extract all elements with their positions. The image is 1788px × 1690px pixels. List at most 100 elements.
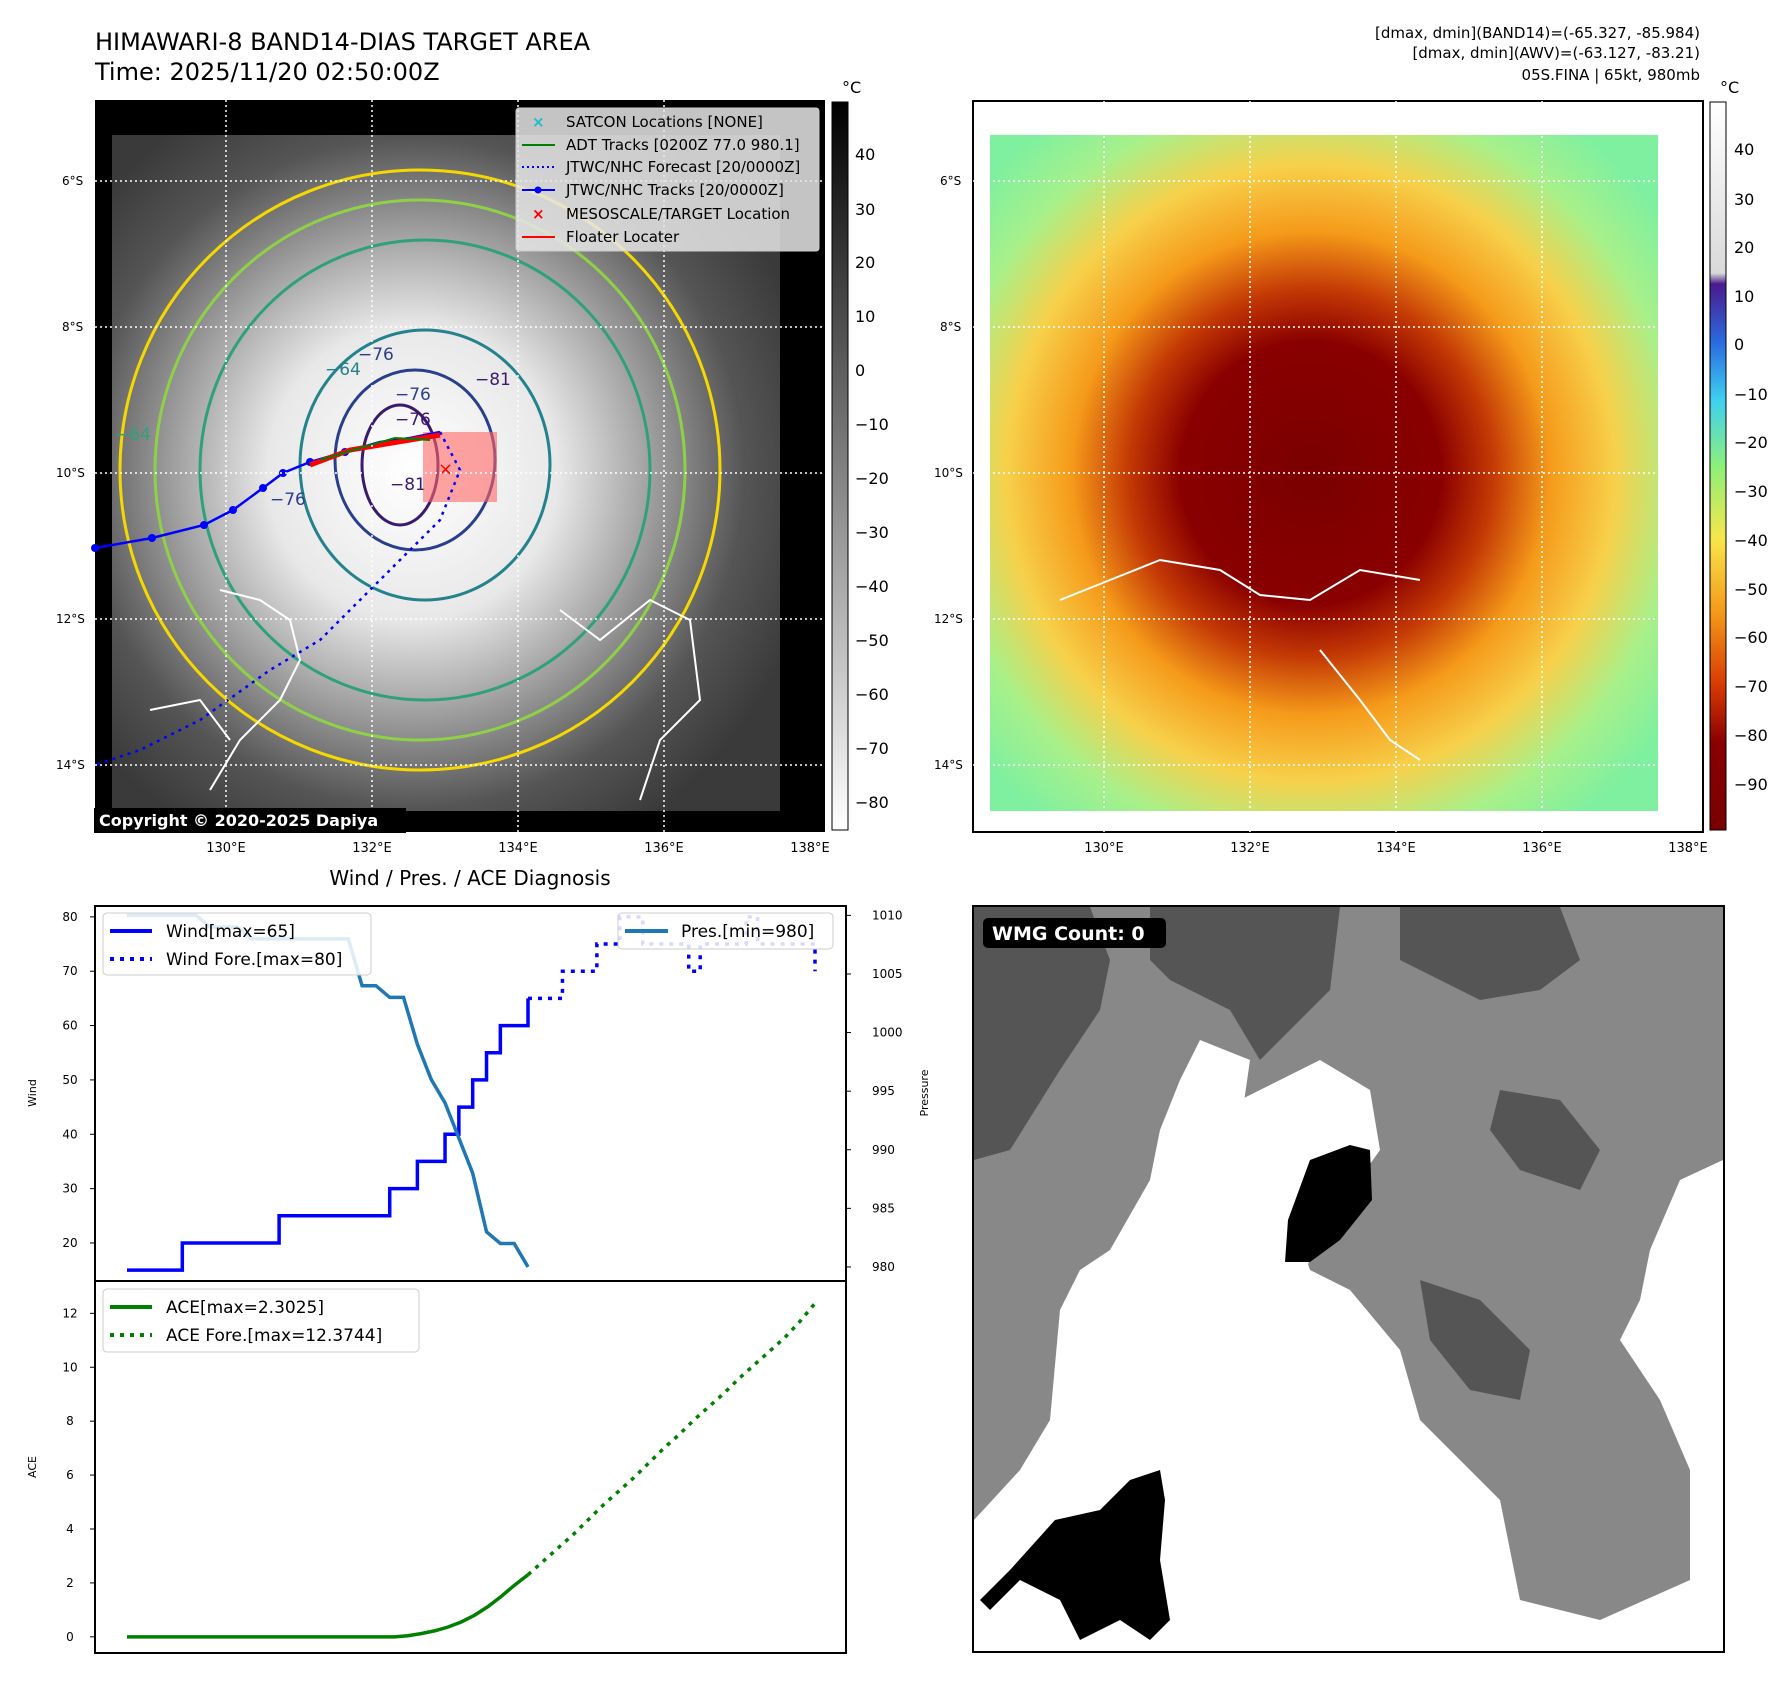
contour-light-green [153, 198, 687, 742]
wmg-region-white [1160, 1060, 1380, 1340]
contour-label: −64 [325, 360, 361, 380]
wmg-region-black [980, 1470, 1170, 1640]
pres-tick-label: 1010 [872, 908, 903, 922]
wmg-region-gray [974, 907, 1723, 1620]
lon-label: 132°E [1230, 841, 1270, 856]
awv-colorbar-ticks: 40 30 20 10 0 −10 −20 −30 −40 −50 −60 −7… [1734, 140, 1768, 794]
satcon-marker: × [532, 113, 545, 131]
lat-label: 14°S [934, 758, 963, 772]
ir-legend: × SATCON Locations [NONE] ADT Tracks [02… [515, 107, 820, 252]
info-line: 05S.FINA | 65kt, 980mb [1522, 66, 1700, 84]
ace-yticks: 0 2 4 6 8 10 12 [62, 1306, 95, 1644]
awv-colorbar-unit: °C [1720, 78, 1739, 97]
wind-tick-label: 40 [62, 1127, 77, 1141]
legend-label: SATCON Locations [NONE] [566, 113, 763, 131]
target-area-box [423, 432, 497, 502]
pres-yticks: 980 985 990 995 1000 1005 1010 [846, 908, 903, 1274]
wind-line [127, 998, 530, 1272]
contour-label: −76 [395, 410, 431, 430]
legend-label: JTWC/NHC Forecast [20/0000Z] [565, 158, 800, 176]
wind-legend-label: Wind Fore.[max=80] [166, 950, 342, 970]
contour-label: −81 [475, 370, 511, 390]
lat-label: 12°S [934, 612, 963, 626]
copyright-bg [94, 808, 406, 833]
cbar-tick: −60 [855, 685, 889, 704]
cbar-tick: 10 [1734, 287, 1754, 306]
wmg-region-dark [974, 907, 1110, 1160]
cbar-tick: 20 [1734, 238, 1754, 257]
cbar-tick: −50 [1734, 580, 1768, 599]
lat-label: 14°S [56, 758, 85, 772]
cbar-tick: −30 [855, 523, 889, 542]
cbar-tick: −40 [1734, 531, 1768, 550]
cbar-tick: −40 [855, 577, 889, 596]
lon-label: 130°E [1084, 841, 1124, 856]
pres-tick-label: 990 [872, 1143, 895, 1157]
contour-label: −76 [395, 385, 431, 405]
ir-lon-labels: 130°E 132°E 134°E 136°E 138°E [206, 841, 830, 856]
wmg-region-dark [1400, 907, 1580, 1000]
cbar-tick: −30 [1734, 482, 1768, 501]
satellite-panel: HIMAWARI-8 BAND14-DIAS TARGET AREA Time:… [56, 28, 889, 856]
wmg-count-badge [983, 918, 1166, 948]
ace-legend-label: ACE Fore.[max=12.3744] [166, 1326, 382, 1346]
contour-yellow [118, 168, 722, 772]
ir-colorbar-ticks: 40 30 20 10 0 −10 −20 −30 −40 −50 −60 −7… [855, 145, 889, 812]
ir-colorbar [831, 101, 849, 831]
cbar-tick: −70 [1734, 677, 1768, 696]
lat-label: 10°S [934, 466, 963, 480]
wind-tick-label: 70 [62, 964, 77, 978]
lat-label: 8°S [940, 320, 961, 334]
cbar-tick: 40 [1734, 140, 1754, 159]
awv-panel: [dmax, dmin](BAND14)=(-65.327, -85.984) … [934, 24, 1768, 856]
lon-label: 132°E [352, 841, 392, 856]
cbar-tick: 40 [855, 145, 875, 164]
pres-tick-label: 980 [872, 1260, 895, 1274]
cbar-tick: 20 [855, 253, 875, 272]
ace-tick-label: 10 [62, 1360, 77, 1374]
legend-label: JTWC/NHC Tracks [20/0000Z] [565, 181, 784, 199]
pres-tick-label: 1005 [872, 967, 903, 981]
cbar-tick: −90 [1734, 775, 1768, 794]
cbar-tick: 30 [1734, 190, 1754, 209]
awv-lon-labels: 130°E 132°E 134°E 136°E 138°E [1084, 841, 1708, 856]
copyright: Copyright © 2020-2025 Dapiya [99, 811, 378, 830]
satellite-title: HIMAWARI-8 BAND14-DIAS TARGET AREA [95, 28, 591, 56]
diagnosis-panel: Wind / Pres. / ACE Diagnosis 20304050607… [26, 866, 931, 1654]
wmg-region-dark [1420, 1280, 1530, 1400]
ace-series [127, 1302, 817, 1639]
cbar-tick: −70 [855, 739, 889, 758]
ace-legend: ACE[max=2.3025] ACE Fore.[max=12.3744] [102, 1288, 420, 1353]
lon-label: 134°E [498, 841, 538, 856]
cbar-tick: 0 [1734, 335, 1744, 354]
ir-colorbar-unit: °C [842, 78, 861, 97]
pres-tick-label: 1000 [872, 1026, 903, 1040]
cbar-tick: −20 [855, 469, 889, 488]
wmg-region-dark [1490, 1090, 1600, 1190]
info-line: [dmax, dmin](AWV)=(-63.127, -83.21) [1412, 44, 1700, 62]
cbar-tick: −10 [855, 415, 889, 434]
cbar-tick: −50 [855, 631, 889, 650]
adt-track [319, 436, 431, 461]
cbar-tick: −80 [1734, 726, 1768, 745]
pres-ylabel: Pressure [918, 1069, 931, 1116]
cbar-tick: 10 [855, 307, 875, 326]
cbar-tick: −20 [1734, 433, 1768, 452]
wind-tick-label: 20 [62, 1236, 77, 1250]
ace-tick-label: 4 [66, 1522, 74, 1536]
contour-label: −64 [115, 425, 151, 445]
target-legend-marker: × [532, 205, 545, 223]
ace-tick-label: 2 [66, 1576, 74, 1590]
lon-label: 134°E [1376, 841, 1416, 856]
target-marker: × [438, 459, 453, 480]
info-line: [dmax, dmin](BAND14)=(-65.327, -85.984) [1375, 24, 1700, 42]
wmg-panel: WMG Count: 0 [972, 905, 1725, 1653]
awv-coastline [1059, 558, 1421, 761]
ace-legend-label: ACE[max=2.3025] [166, 1298, 324, 1318]
lat-label: 6°S [940, 174, 961, 188]
lon-label: 138°E [790, 841, 830, 856]
lon-label: 136°E [1522, 841, 1562, 856]
coastline [149, 589, 702, 801]
ace-tick-label: 6 [66, 1468, 74, 1482]
